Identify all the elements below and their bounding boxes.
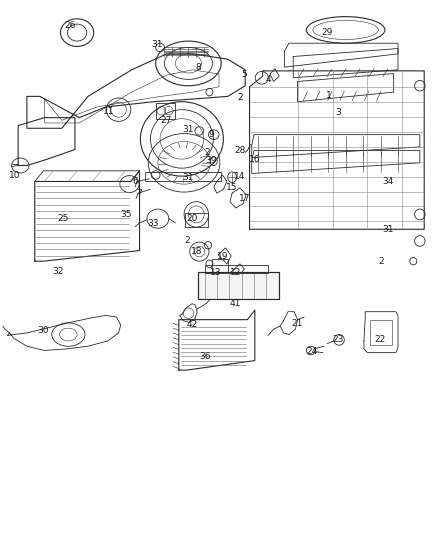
Bar: [370, 320, 392, 345]
Text: 41: 41: [230, 299, 241, 308]
Text: 24: 24: [306, 347, 317, 356]
Text: 14: 14: [234, 172, 246, 181]
Text: 16: 16: [249, 155, 261, 164]
Bar: [185, 213, 208, 227]
Text: 31: 31: [182, 173, 193, 182]
Text: 31: 31: [383, 225, 394, 234]
Text: 25: 25: [57, 214, 68, 223]
Bar: [155, 103, 175, 119]
Text: 32: 32: [53, 268, 64, 276]
Text: 34: 34: [383, 177, 394, 186]
Text: 26: 26: [64, 21, 75, 30]
Text: 10: 10: [9, 171, 21, 180]
Text: 31: 31: [151, 41, 163, 50]
Text: 30: 30: [38, 326, 49, 335]
Text: 19: 19: [217, 253, 228, 261]
Text: 29: 29: [321, 28, 333, 37]
Text: 31: 31: [182, 125, 193, 134]
Text: 2: 2: [378, 257, 384, 265]
Text: 5: 5: [241, 70, 247, 78]
Bar: [212, 259, 228, 272]
Text: 15: 15: [226, 183, 237, 192]
Text: 8: 8: [195, 63, 201, 72]
Text: 2: 2: [185, 237, 191, 246]
Text: 42: 42: [186, 320, 198, 329]
Text: 4: 4: [265, 75, 271, 84]
Text: 20: 20: [186, 214, 198, 223]
Text: 28: 28: [234, 146, 246, 155]
Text: 17: 17: [239, 194, 250, 203]
Text: 33: 33: [147, 220, 159, 229]
Text: 23: 23: [332, 335, 343, 344]
Text: 6: 6: [132, 177, 138, 186]
Bar: [198, 272, 279, 300]
Text: 9: 9: [208, 130, 214, 139]
Text: 12: 12: [230, 269, 241, 277]
Text: 2: 2: [237, 93, 243, 102]
Text: 11: 11: [103, 107, 115, 116]
Text: 35: 35: [121, 210, 132, 219]
Text: 13: 13: [210, 269, 221, 277]
Text: 1: 1: [326, 91, 332, 100]
Bar: [205, 265, 268, 273]
Text: 36: 36: [199, 352, 211, 361]
Bar: [145, 172, 221, 181]
Text: 18: 18: [191, 247, 202, 256]
Text: 22: 22: [374, 335, 385, 344]
Text: 7: 7: [137, 189, 142, 198]
Bar: [198, 272, 279, 300]
Text: 39: 39: [205, 156, 217, 165]
Text: 2: 2: [204, 148, 210, 157]
Text: 3: 3: [335, 108, 341, 117]
Text: 21: 21: [291, 319, 302, 328]
Text: 27: 27: [160, 116, 171, 125]
